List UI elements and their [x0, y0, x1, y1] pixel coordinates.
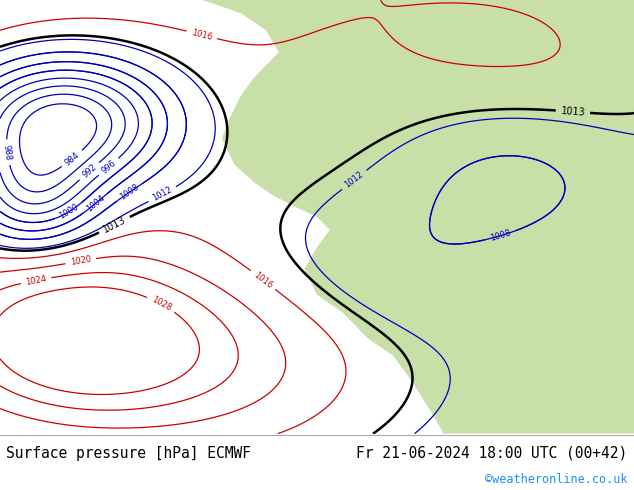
Text: 984: 984 — [63, 150, 81, 167]
Text: 1016: 1016 — [252, 270, 274, 290]
Text: 1013: 1013 — [101, 215, 127, 235]
Text: 988: 988 — [2, 144, 13, 161]
Text: Fr 21-06-2024 18:00 UTC (00+42): Fr 21-06-2024 18:00 UTC (00+42) — [356, 446, 628, 461]
Text: 1008: 1008 — [118, 183, 141, 202]
Polygon shape — [203, 0, 292, 52]
Text: 1004: 1004 — [84, 194, 107, 214]
Text: 1013: 1013 — [560, 106, 586, 118]
Text: Surface pressure [hPa] ECMWF: Surface pressure [hPa] ECMWF — [6, 446, 251, 461]
Text: 1020: 1020 — [70, 255, 92, 267]
Text: ©weatheronline.co.uk: ©weatheronline.co.uk — [485, 473, 628, 487]
Text: 996: 996 — [100, 158, 117, 175]
Text: 1016: 1016 — [190, 28, 213, 42]
Text: 1012: 1012 — [151, 185, 174, 203]
Polygon shape — [203, 0, 634, 434]
Text: 1000: 1000 — [58, 202, 80, 221]
Text: 1028: 1028 — [150, 295, 172, 313]
Text: 992: 992 — [81, 163, 98, 180]
Text: 1008: 1008 — [489, 228, 512, 243]
Text: 1012: 1012 — [343, 170, 365, 190]
Text: 1024: 1024 — [25, 274, 47, 287]
